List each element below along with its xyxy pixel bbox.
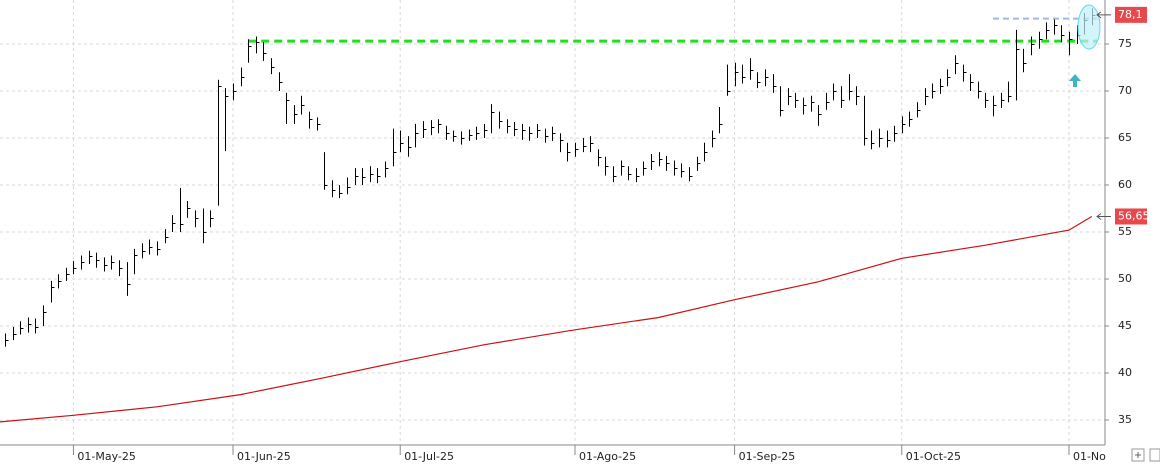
icon-glyph <box>1135 452 1141 458</box>
x-tick-label: 01-No <box>1073 450 1106 463</box>
arrow-up <box>1069 74 1081 87</box>
plot-area <box>0 0 1105 445</box>
moving-average-line <box>0 215 1093 423</box>
y-tick-label: 55 <box>1118 225 1132 238</box>
x-tick-label: 01-May-25 <box>77 450 135 463</box>
x-tick-label: 01-Oct-25 <box>906 450 961 463</box>
x-tick-label: 01-Sep-25 <box>739 450 796 463</box>
price-label-box <box>1115 6 1147 23</box>
y-tick-label: 40 <box>1118 366 1132 379</box>
price-label: 56,65 <box>1118 209 1150 222</box>
y-tick-label: 70 <box>1118 84 1132 97</box>
y-tick-label: 60 <box>1118 178 1132 191</box>
x-tick-label: 01-Jul-25 <box>404 450 454 463</box>
y-tick-label: 80 <box>1118 0 1132 3</box>
y-tick-label: 50 <box>1118 272 1132 285</box>
y-tick-label: 75 <box>1118 37 1132 50</box>
price-label-box <box>1115 208 1147 225</box>
highlight-ellipse <box>1077 4 1101 50</box>
y-tick-label: 35 <box>1118 413 1132 426</box>
y-tick-label: 45 <box>1118 319 1132 332</box>
x-tick-label: 01-Jun-25 <box>237 450 291 463</box>
price-pointer <box>1096 213 1111 220</box>
x-tick-label: 01-Ago-25 <box>579 450 636 463</box>
y-tick-label: 65 <box>1118 131 1132 144</box>
price-pointer <box>1096 11 1111 19</box>
icon-button[interactable] <box>1149 448 1160 462</box>
price-label: 78,1 <box>1118 8 1143 21</box>
